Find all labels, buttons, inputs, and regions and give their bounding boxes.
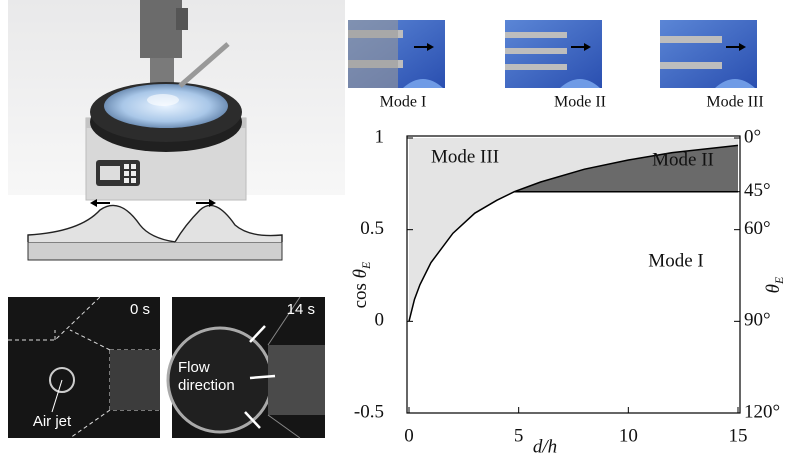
x-axis-label: d/h <box>533 436 557 457</box>
y2-tick-label: 90° <box>744 310 771 331</box>
device-illustration <box>8 0 345 200</box>
figure: 0 s Air jet 14 s Flowdirection Mode IMod… <box>0 0 795 459</box>
y-tick-label: 1 <box>375 126 385 147</box>
y-tick-label: -0.5 <box>354 401 384 422</box>
thumbnail <box>660 20 757 88</box>
mode-caption: Mode II <box>554 94 606 111</box>
y-tick-label: 0 <box>375 310 385 331</box>
y2-axis-label-part: θ <box>763 284 784 293</box>
photo-time: 14 s <box>287 301 315 318</box>
x-tick-label: 5 <box>514 425 524 446</box>
mode-caption: Mode III <box>706 94 763 111</box>
y2-tick-label: 0° <box>744 126 761 147</box>
y2-tick-label: 45° <box>744 180 771 201</box>
y-axis-label-part: E <box>359 261 373 270</box>
y2-axis-label: θE <box>763 276 785 293</box>
stripe <box>505 48 567 54</box>
mode-caption: Mode I <box>380 94 427 111</box>
region-label: Mode III <box>431 146 499 167</box>
y2-tick-label: 120° <box>744 401 780 422</box>
photo-time: 0 s <box>130 301 150 318</box>
stripe <box>660 36 722 43</box>
x-tick-label: 10 <box>619 425 638 446</box>
stripe <box>348 20 398 88</box>
y-axis-label: cos θE <box>350 261 372 308</box>
stripe <box>505 64 567 70</box>
bump-schematic <box>28 199 282 260</box>
photo-left: 0 s Air jet <box>8 297 160 438</box>
y-axis-label-part: cos <box>350 278 371 308</box>
stripe <box>660 62 722 69</box>
region-label: Mode I <box>648 250 703 271</box>
mode-thumbnails: Mode I Mode II Mode III <box>348 20 764 111</box>
region-label: Mode II <box>652 149 714 170</box>
y2-axis-label-part: E <box>772 276 786 285</box>
x-tick-label: 0 <box>404 425 414 446</box>
stripe <box>505 32 567 38</box>
y-axis-label-part: θ <box>350 269 371 278</box>
y2-tick-label: 60° <box>744 218 771 239</box>
photo-label: Air jet <box>33 413 72 430</box>
y-tick-label: 0.5 <box>360 218 384 239</box>
x-tick-label: 15 <box>729 425 748 446</box>
